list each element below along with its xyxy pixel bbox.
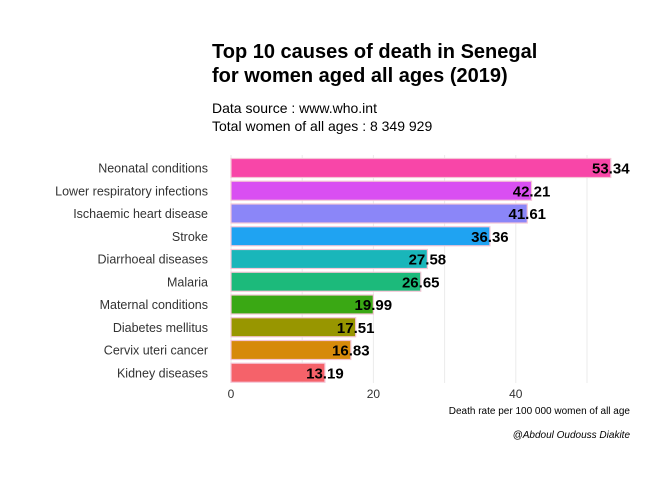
x-tick-label: 0 (228, 387, 235, 401)
chart-caption: @Abdoul Oudouss Diakite (513, 430, 631, 441)
category-label: Diarrhoeal diseases (98, 253, 208, 267)
bar (230, 317, 357, 338)
category-label: Maternal conditions (100, 298, 208, 312)
category-label: Diabetes mellitus (113, 321, 208, 335)
x-axis-ticks: 0 20 40 (228, 387, 523, 401)
data-label: 17.51 (337, 320, 375, 337)
category-label: Neonatal conditions (98, 162, 208, 176)
category-label: Cervix uteri cancer (104, 344, 208, 358)
category-labels: Neonatal conditions Lower respiratory inf… (55, 162, 208, 381)
data-label: 36.36 (471, 229, 509, 246)
bars (230, 157, 612, 383)
category-label: Kidney diseases (117, 366, 208, 380)
category-label: Lower respiratory infections (55, 184, 208, 198)
bar (230, 248, 428, 270)
bar (230, 157, 612, 179)
x-tick-label: 20 (367, 387, 381, 401)
bar (230, 180, 533, 201)
bar (230, 203, 528, 224)
data-label: 26.65 (402, 274, 440, 291)
bar (230, 362, 326, 383)
data-label: 41.61 (508, 206, 546, 223)
category-label: Stroke (172, 230, 208, 244)
category-label: Ischaemic heart disease (73, 207, 208, 221)
x-axis-label: Death rate per 100 000 women of all age (449, 406, 631, 417)
bar (230, 339, 352, 361)
bar (230, 294, 374, 315)
data-label: 19.99 (355, 297, 393, 314)
data-label: 42.21 (513, 183, 551, 200)
x-tick-label: 40 (509, 387, 523, 401)
value-labels: 53.34 42.21 41.61 36.36 27.58 26.65 19.99 17.51… (306, 161, 630, 383)
chart-subtitle-line-2: Total women of all ages : 8 349 929 (212, 118, 432, 134)
chart-title-line-2: for women aged all ages (2019) (212, 65, 508, 87)
chart-title-line-1: Top 10 causes of death in Senegal (212, 41, 537, 63)
data-label: 13.19 (306, 365, 344, 382)
data-label: 16.83 (332, 343, 370, 360)
bar (230, 271, 422, 292)
bar (230, 226, 491, 247)
data-label: 27.58 (409, 252, 447, 269)
data-label: 53.34 (592, 161, 630, 178)
category-label: Malaria (167, 275, 208, 289)
chart-subtitle-line-1: Data source : www.who.int (212, 100, 377, 116)
